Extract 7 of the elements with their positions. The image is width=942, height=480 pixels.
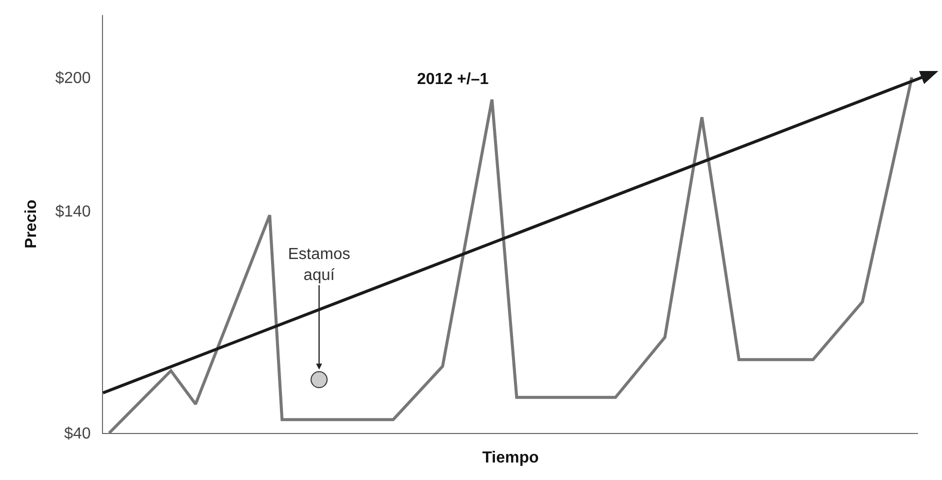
y-axis-title: Precio: [23, 199, 40, 248]
y-tick-label: $40: [64, 426, 91, 443]
annotation: Estamos aquí: [288, 246, 350, 284]
y-tick-label: $140: [55, 203, 91, 220]
annotation: 2012 +/–1: [417, 71, 489, 88]
y-tick-label: $200: [55, 70, 91, 87]
x-axis-title: Tiempo: [482, 450, 540, 467]
